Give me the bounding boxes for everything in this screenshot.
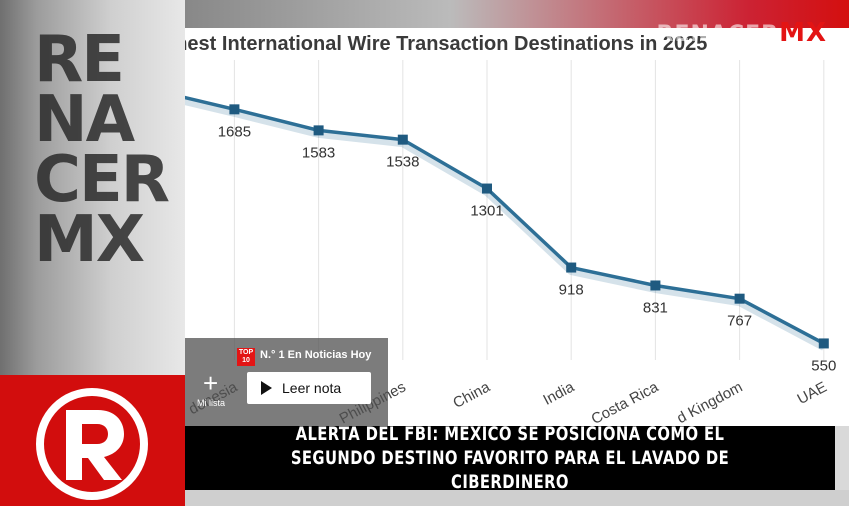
brand-name-accent: MX <box>779 18 827 48</box>
renacer-r-logo-icon <box>36 388 148 500</box>
series-line <box>65 71 825 345</box>
brand-watermark: RENACERMX <box>657 18 827 48</box>
wordmark-line: CER <box>34 143 170 217</box>
data-point <box>397 134 408 145</box>
bottom-strip <box>185 490 849 506</box>
read-article-button[interactable]: Leer nota <box>247 372 371 404</box>
x-tick-label: China <box>450 378 493 412</box>
add-to-list-label[interactable]: Mi lista <box>197 398 226 408</box>
data-label: 831 <box>643 299 668 316</box>
data-point <box>313 125 324 136</box>
add-to-list-icon[interactable]: + <box>203 368 219 398</box>
data-point <box>229 104 240 115</box>
wordmark-line: RE <box>34 23 125 97</box>
top10-badge-bottom: 10 <box>242 357 250 364</box>
headline-text: ALERTA DEL FBI: MÉXICO SE POSICIONA COMO… <box>290 423 730 493</box>
top-gradient-bar <box>185 0 849 28</box>
left-panel-top <box>0 0 185 375</box>
left-brand-panel: RE NA CER MX <box>0 0 185 506</box>
series-line-shadow <box>65 74 826 351</box>
x-tick-label: Costa Rica <box>589 378 662 428</box>
promo-overlay: TOP 10 N.° 1 En Noticias Hoy + Mi lista … <box>185 338 388 426</box>
top10-badge: TOP 10 <box>237 348 255 366</box>
data-point <box>650 280 661 291</box>
data-label: 1583 <box>302 144 335 161</box>
data-point <box>482 183 492 194</box>
chart-title: Highest International Wire Transaction D… <box>143 33 708 55</box>
brand-name-faded: RENACER <box>656 22 780 47</box>
x-tick-label: UAE <box>794 379 829 408</box>
data-point <box>734 293 745 304</box>
data-label: 550 <box>811 357 836 374</box>
data-point <box>818 338 829 349</box>
x-tick-label: India <box>540 378 577 409</box>
brand-wordmark: RE NA CER MX <box>34 23 184 277</box>
headline-bar[interactable]: ALERTA DEL FBI: MÉXICO SE POSICIONA COMO… <box>185 423 835 493</box>
logo-r-shape <box>66 410 124 480</box>
data-point <box>566 262 577 273</box>
x-tick-label: d Kingdom <box>674 379 745 428</box>
wordmark-line: NA <box>34 83 135 157</box>
top-news-label: N.° 1 En Noticias Hoy <box>260 349 372 361</box>
right-strip <box>835 426 849 490</box>
play-icon <box>261 381 272 395</box>
data-label: 1685 <box>218 123 251 140</box>
data-label: 1538 <box>386 154 419 171</box>
data-label: 767 <box>727 313 752 330</box>
read-article-label: Leer nota <box>282 380 342 396</box>
data-label: 1301 <box>470 203 503 220</box>
data-label: 918 <box>559 282 584 299</box>
top10-badge-top: TOP <box>238 349 254 356</box>
wordmark-line: MX <box>34 203 145 277</box>
